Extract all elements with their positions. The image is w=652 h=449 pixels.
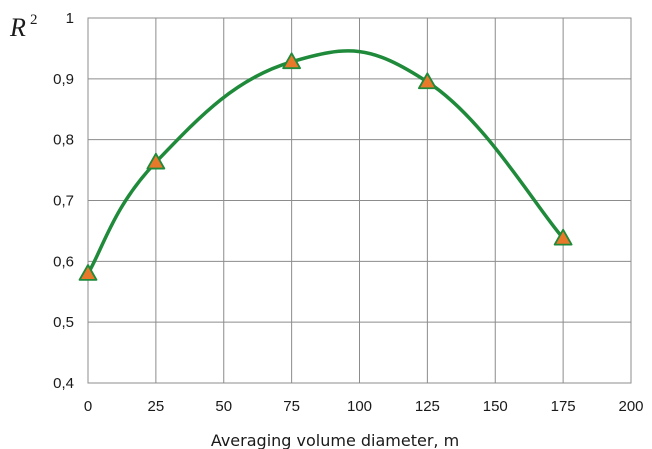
x-tick-label: 175	[551, 398, 576, 415]
x-tick-label: 50	[215, 398, 232, 415]
data-point-marker	[282, 52, 302, 70]
x-tick-label: 75	[283, 398, 300, 415]
x-tick-label: 25	[148, 398, 165, 415]
x-tick-label: 0	[84, 398, 92, 415]
y-axis-label-superscript: 2	[30, 12, 38, 28]
x-tick-label: 150	[483, 398, 508, 415]
y-axis-label: R	[9, 13, 26, 42]
y-tick-label: 0,9	[53, 71, 74, 88]
y-tick-label: 0,8	[53, 132, 74, 149]
y-tick-label: 0,5	[53, 314, 74, 331]
x-tick-label: 125	[415, 398, 440, 415]
x-tick-label: 100	[347, 398, 372, 415]
y-tick-label: 0,4	[53, 375, 74, 392]
tick-labels: 0 25 50 75 100 125 150 175 200 0,4 0,5 0,6 0,7 0,8 0,9…	[53, 10, 643, 415]
y-tick-label: 0,7	[53, 193, 74, 210]
y-tick-label: 1	[66, 10, 74, 27]
data-point-marker	[78, 264, 98, 281]
data-point-marker	[417, 72, 437, 90]
data-point-marker	[146, 152, 166, 170]
data-markers	[78, 52, 573, 281]
plot-area-border	[87, 17, 632, 384]
data-point-marker	[553, 228, 573, 246]
x-tick-label: 200	[618, 398, 643, 415]
grid-lines	[87, 17, 632, 384]
y-tick-label: 0,6	[53, 253, 74, 270]
x-axis-label: Averaging volume diameter, m	[211, 431, 459, 449]
